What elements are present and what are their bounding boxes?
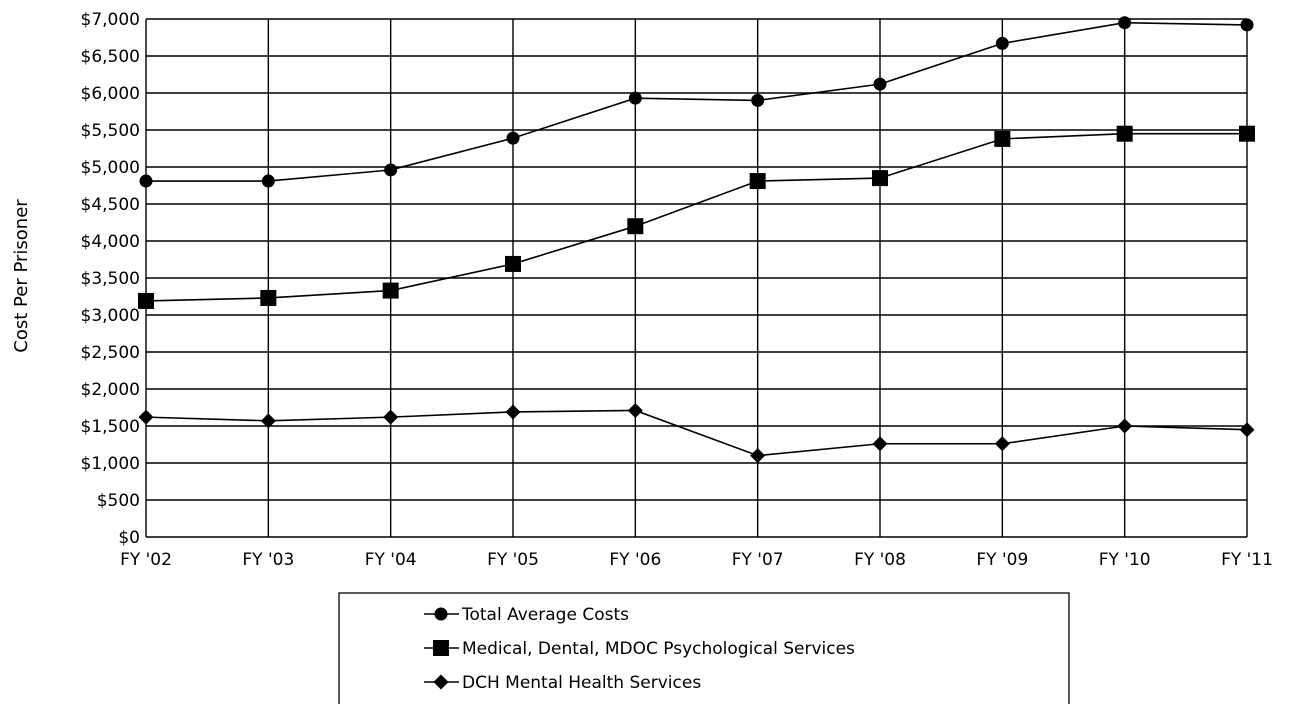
circle-marker <box>384 163 398 177</box>
series-line <box>145 132 1247 302</box>
square-marker <box>994 130 1011 147</box>
legend-label: DCH Mental Health Services <box>462 673 701 693</box>
x-tick-label: FY '03 <box>242 550 294 570</box>
y-axis-title: Cost Per Prisoner <box>11 199 32 353</box>
y-tick-label: $3,000 <box>81 306 140 326</box>
y-tick-label: $7,000 <box>81 10 140 30</box>
diamond-marker <box>994 436 1010 452</box>
x-tick-label: FY '10 <box>1099 550 1151 570</box>
legend-item: Medical, Dental, MDOC Psychological Serv… <box>424 639 855 659</box>
x-tick-label: FY '02 <box>120 550 172 570</box>
square-marker <box>505 255 521 272</box>
x-tick-label: FY '06 <box>609 550 661 570</box>
y-tick-label: $4,000 <box>81 232 140 252</box>
x-tick-label: FY '11 <box>1221 550 1273 570</box>
circle-marker <box>1240 18 1254 32</box>
series-2 <box>138 125 1255 309</box>
legend-item: DCH Mental Health Services <box>424 673 701 693</box>
square-marker <box>1116 125 1133 142</box>
y-tick-label: $4,500 <box>81 195 140 215</box>
diamond-marker <box>260 413 276 429</box>
y-axis-ticks: $0 $500 $1,000 $1,500 $2,000 $2,500 $3,000 $3,5… <box>81 10 140 548</box>
series-layer <box>138 16 1255 464</box>
square-marker <box>627 218 644 235</box>
y-tick-label: $6,000 <box>81 84 140 104</box>
square-marker <box>433 640 449 656</box>
square-marker <box>138 292 154 309</box>
series-line <box>145 409 1248 457</box>
diamond-marker <box>505 404 521 420</box>
diamond-marker <box>383 409 399 425</box>
legend-label: Medical, Dental, MDOC Psychological Serv… <box>462 639 855 659</box>
circle-marker <box>1118 16 1132 30</box>
diamond-marker <box>872 436 888 452</box>
x-tick-label: FY '09 <box>976 550 1028 570</box>
square-marker <box>260 289 277 306</box>
x-tick-label: FY '05 <box>487 550 539 570</box>
diamond-marker <box>750 448 766 464</box>
y-tick-label: $6,500 <box>81 47 140 67</box>
square-marker <box>872 170 888 187</box>
diamond-marker <box>627 402 643 418</box>
legend-box <box>338 592 1070 704</box>
x-tick-label: FY '04 <box>365 550 417 570</box>
square-marker <box>382 282 399 299</box>
diamond-marker <box>1117 418 1133 434</box>
circle-marker <box>261 174 275 188</box>
circle-marker <box>506 131 520 145</box>
y-tick-label: $2,500 <box>81 343 140 363</box>
circle-marker <box>434 607 448 621</box>
y-tick-label: $1,500 <box>81 417 140 437</box>
y-tick-label: $3,500 <box>81 269 140 289</box>
diamond-marker <box>138 409 154 425</box>
circle-marker <box>751 93 765 107</box>
series-1 <box>139 16 1254 188</box>
y-tick-label: $2,000 <box>81 380 140 400</box>
square-marker <box>1239 125 1255 142</box>
y-tick-label: $5,500 <box>81 121 140 141</box>
legend-label: Total Average Costs <box>461 605 629 625</box>
grid-lines <box>145 18 1248 538</box>
circle-marker <box>995 36 1009 50</box>
y-tick-label: $5,000 <box>81 158 140 178</box>
diamond-marker <box>1239 422 1255 438</box>
series-3 <box>138 402 1255 464</box>
circle-marker <box>628 91 642 105</box>
y-tick-label: $0 <box>118 528 140 548</box>
x-axis-ticks: FY '02 FY '03 FY '04 FY '05 FY '06 FY '07 FY '… <box>120 550 1273 570</box>
diamond-marker <box>433 674 449 690</box>
circle-marker <box>139 174 153 188</box>
y-tick-label: $500 <box>97 491 140 511</box>
y-tick-label: $1,000 <box>81 454 140 474</box>
x-tick-label: FY '07 <box>732 550 784 570</box>
legend: Total Average Costs Medical, Dental, MDOC… <box>338 592 1070 704</box>
circle-marker <box>873 77 887 91</box>
series-line <box>146 21 1248 182</box>
square-marker <box>749 173 766 190</box>
legend-item: Total Average Costs <box>424 605 629 625</box>
x-tick-label: FY '08 <box>854 550 906 570</box>
